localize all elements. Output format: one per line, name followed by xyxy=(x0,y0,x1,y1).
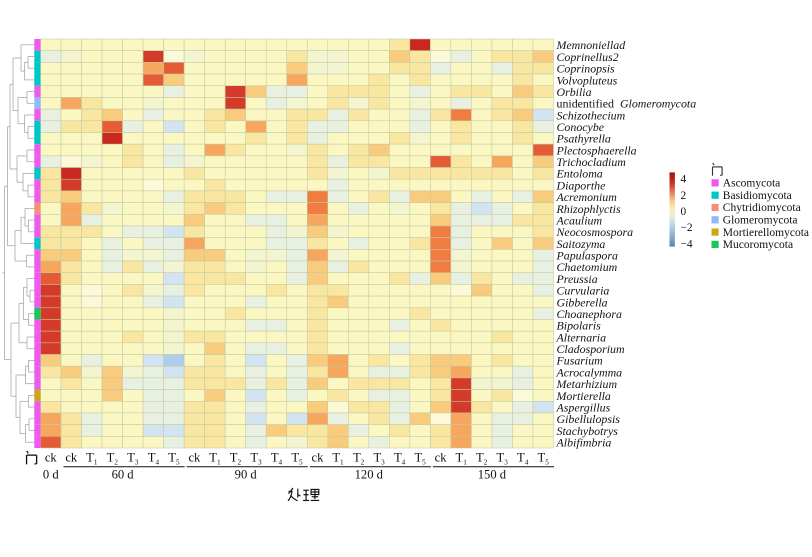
svg-text:Bipolaris: Bipolaris xyxy=(557,319,602,333)
svg-text:Neocosmospora: Neocosmospora xyxy=(556,225,634,239)
svg-text:Papulaspora: Papulaspora xyxy=(556,249,618,263)
svg-text:Choanephora: Choanephora xyxy=(557,307,622,321)
svg-text:150 d: 150 d xyxy=(478,468,507,482)
svg-text:Entoloma: Entoloma xyxy=(556,167,603,181)
svg-text:−4: −4 xyxy=(681,238,693,250)
svg-text:Rhizophlyctis: Rhizophlyctis xyxy=(556,202,621,216)
svg-text:Glomeromycota: Glomeromycota xyxy=(723,215,798,227)
svg-text:T2: T2 xyxy=(230,451,242,467)
svg-text:ck: ck xyxy=(65,451,78,465)
svg-text:Mucoromycota: Mucoromycota xyxy=(723,239,793,251)
svg-text:Mortierella: Mortierella xyxy=(556,389,611,403)
svg-text:Conocybe: Conocybe xyxy=(557,120,605,134)
svg-text:Acrocalymma: Acrocalymma xyxy=(556,365,623,379)
svg-text:T4: T4 xyxy=(148,451,160,467)
svg-text:Psathyrella: Psathyrella xyxy=(556,132,611,146)
svg-text:T4: T4 xyxy=(394,451,406,467)
svg-text:120 d: 120 d xyxy=(355,468,384,482)
svg-text:Albifimbria: Albifimbria xyxy=(556,436,612,450)
svg-text:Volvopluteus: Volvopluteus xyxy=(557,73,618,87)
svg-text:T4: T4 xyxy=(517,451,529,467)
svg-text:ck: ck xyxy=(435,451,448,465)
svg-text:Memnoniellad: Memnoniellad xyxy=(556,38,626,52)
svg-text:T1: T1 xyxy=(86,451,98,467)
svg-text:T3: T3 xyxy=(250,451,262,467)
svg-text:Curvularia: Curvularia xyxy=(557,284,610,298)
svg-text:0: 0 xyxy=(681,206,687,218)
svg-text:T1: T1 xyxy=(456,451,468,467)
svg-text:Gibberella: Gibberella xyxy=(557,295,608,309)
svg-text:Coprinellus2: Coprinellus2 xyxy=(557,50,619,64)
svg-text:Gibellulopsis: Gibellulopsis xyxy=(557,412,621,426)
svg-text:Diaporthe: Diaporthe xyxy=(556,178,607,192)
svg-text:Coprinopsis: Coprinopsis xyxy=(557,62,616,76)
svg-text:Saitozyma: Saitozyma xyxy=(557,237,606,251)
svg-text:Preussia: Preussia xyxy=(556,272,598,286)
svg-text:0 d: 0 d xyxy=(43,468,59,482)
svg-text:T2: T2 xyxy=(353,451,365,467)
svg-text:Chytridiomycota: Chytridiomycota xyxy=(723,202,801,214)
svg-text:Schizothecium: Schizothecium xyxy=(557,108,626,122)
svg-text:T1: T1 xyxy=(332,451,344,467)
svg-text:Aspergillus: Aspergillus xyxy=(556,401,611,415)
svg-text:T5: T5 xyxy=(414,451,426,467)
svg-text:Mortierellomycota: Mortierellomycota xyxy=(723,227,809,239)
svg-text:T4: T4 xyxy=(271,451,283,467)
svg-text:4: 4 xyxy=(681,174,687,186)
svg-text:Basidiomycota: Basidiomycota xyxy=(723,190,792,202)
svg-text:Cladosporium: Cladosporium xyxy=(557,342,625,356)
svg-text:60 d: 60 d xyxy=(112,468,135,482)
svg-text:90 d: 90 d xyxy=(235,468,258,482)
svg-text:2: 2 xyxy=(681,190,687,202)
svg-text:T3: T3 xyxy=(373,451,385,467)
svg-text:Ascomycota: Ascomycota xyxy=(723,178,780,190)
svg-text:T5: T5 xyxy=(538,451,550,467)
svg-text:Chaetomium: Chaetomium xyxy=(557,260,618,274)
svg-text:Stachybotrys: Stachybotrys xyxy=(557,424,619,438)
svg-text:ck: ck xyxy=(45,451,58,465)
svg-text:Fusarium: Fusarium xyxy=(556,354,604,368)
svg-text:T2: T2 xyxy=(107,451,119,467)
svg-text:T1: T1 xyxy=(209,451,221,467)
svg-text:Metarhizium: Metarhizium xyxy=(556,377,618,391)
svg-text:T5: T5 xyxy=(291,451,303,467)
svg-text:Acaulium: Acaulium xyxy=(556,214,603,228)
svg-text:Acremonium: Acremonium xyxy=(556,190,618,204)
svg-text:T5: T5 xyxy=(168,451,180,467)
svg-text:Orbilia: Orbilia xyxy=(557,85,592,99)
svg-text:T3: T3 xyxy=(127,451,139,467)
svg-text:Trichocladium: Trichocladium xyxy=(557,155,627,169)
svg-text:T2: T2 xyxy=(476,451,488,467)
svg-text:−2: −2 xyxy=(681,222,693,234)
svg-text:T3: T3 xyxy=(497,451,509,467)
svg-text:ck: ck xyxy=(312,451,325,465)
svg-text:ck: ck xyxy=(188,451,201,465)
svg-text:Plectosphaerella: Plectosphaerella xyxy=(556,143,637,157)
svg-text:Alternaria: Alternaria xyxy=(556,330,607,344)
